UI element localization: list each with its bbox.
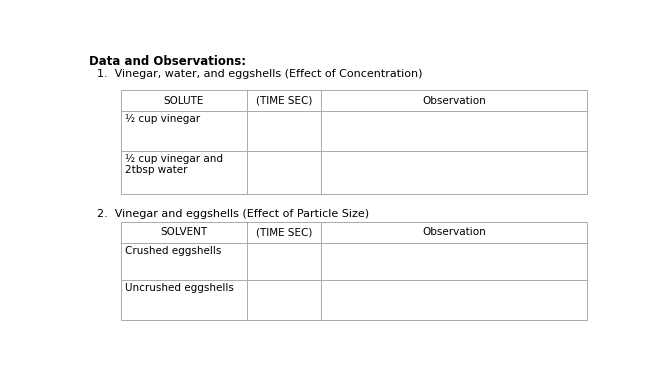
Text: Observation: Observation <box>422 95 486 105</box>
Text: SOLUTE: SOLUTE <box>164 95 204 105</box>
Text: Data and Observations:: Data and Observations: <box>89 55 246 68</box>
Text: ½ cup vinegar: ½ cup vinegar <box>125 114 200 124</box>
Text: (TIME SEC): (TIME SEC) <box>256 95 313 105</box>
Text: Observation: Observation <box>422 227 486 237</box>
Text: 1.  Vinegar, water, and eggshells (Effect of Concentration): 1. Vinegar, water, and eggshells (Effect… <box>97 69 422 79</box>
Text: 2.  Vinegar and eggshells (Effect of Particle Size): 2. Vinegar and eggshells (Effect of Part… <box>97 209 369 219</box>
Text: SOLVENT: SOLVENT <box>161 227 208 237</box>
Text: (TIME SEC): (TIME SEC) <box>256 227 313 237</box>
Text: ½ cup vinegar and
2tbsp water: ½ cup vinegar and 2tbsp water <box>125 154 223 175</box>
Text: Uncrushed eggshells: Uncrushed eggshells <box>125 283 234 293</box>
Text: Crushed eggshells: Crushed eggshells <box>125 246 221 256</box>
